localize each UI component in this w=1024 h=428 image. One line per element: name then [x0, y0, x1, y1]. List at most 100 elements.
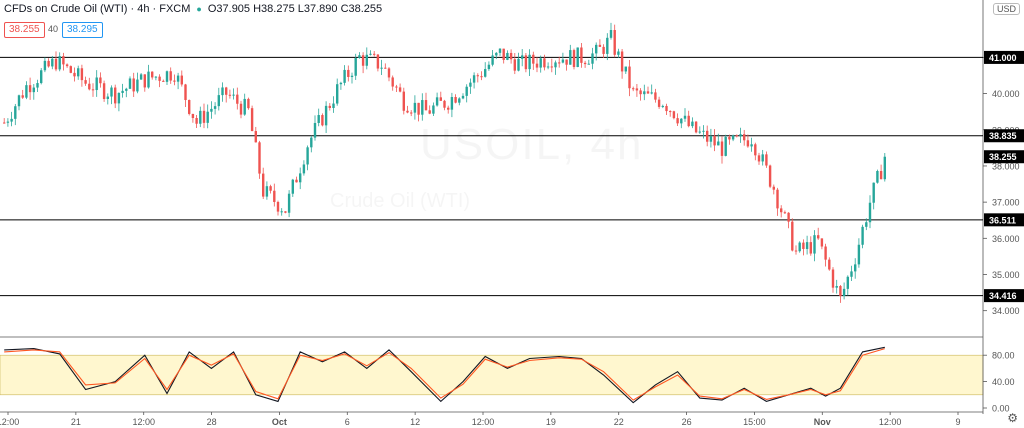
candle-body	[528, 54, 531, 70]
candle-body	[358, 55, 361, 59]
candle-body	[632, 88, 635, 90]
candle-body	[77, 68, 80, 77]
candle-body	[724, 136, 727, 156]
candle-body	[617, 51, 620, 55]
level-label-box	[984, 289, 1024, 303]
candle-body	[321, 115, 324, 126]
candle-body	[720, 141, 724, 156]
candle-body	[609, 30, 613, 38]
gear-icon[interactable]: ⚙	[1007, 411, 1018, 425]
candle-body	[761, 154, 764, 162]
candle-body	[47, 60, 50, 67]
candle-body	[676, 118, 679, 124]
candle-body	[376, 54, 380, 69]
candle-body	[506, 52, 509, 60]
candle-body	[461, 95, 465, 99]
candle-body	[809, 242, 812, 254]
candle-body	[343, 69, 346, 83]
candle-body	[395, 86, 398, 88]
candle-body	[646, 91, 650, 94]
candle-body	[273, 190, 276, 202]
candle-body	[43, 60, 47, 71]
candle-body	[339, 82, 343, 85]
time-tick-label: 19	[546, 417, 556, 427]
candle-body	[484, 69, 487, 77]
candle-body	[798, 242, 801, 252]
candle-body	[868, 202, 872, 223]
candle-body	[139, 74, 143, 80]
spread-value: 40	[48, 24, 59, 34]
candle-body	[102, 83, 106, 99]
candle-body	[69, 66, 72, 73]
candle-body	[424, 100, 428, 111]
candle-body	[21, 95, 24, 98]
candle-body	[780, 208, 783, 213]
candle-body	[598, 44, 602, 47]
candle-body	[206, 111, 209, 123]
candle-body	[743, 134, 746, 141]
candle-body	[857, 244, 861, 265]
candle-body	[310, 137, 313, 148]
candle-body	[284, 211, 287, 213]
candle-body	[872, 182, 875, 203]
candle-body	[680, 118, 683, 124]
candle-body	[502, 48, 505, 60]
candle-body	[14, 106, 17, 119]
candle-body	[839, 286, 842, 297]
stoch-k-line	[4, 346, 885, 404]
candle-body	[576, 47, 579, 68]
candle-body	[262, 173, 265, 197]
currency-badge[interactable]: USD	[992, 3, 1020, 15]
buy-price-button[interactable]: 38.295	[62, 22, 103, 38]
candle-body	[225, 87, 228, 95]
candle-body	[413, 102, 417, 113]
candle-body	[410, 112, 413, 114]
candle-body	[513, 59, 516, 71]
candle-body	[361, 55, 365, 66]
watermark-symbol: USOIL, 4h	[420, 120, 643, 170]
candle-body	[750, 144, 753, 147]
candle-body	[228, 94, 232, 96]
candle-body	[421, 100, 424, 115]
candle-body	[62, 56, 65, 65]
price-tick-label: 37.000	[992, 198, 1020, 208]
candle-body	[176, 75, 180, 82]
stoch-tick-label: 0.00	[992, 404, 1010, 414]
candle-body	[546, 66, 550, 68]
price-tick-label: 36.000	[992, 234, 1020, 244]
time-tick-label: Nov	[814, 417, 831, 427]
symbol-title[interactable]: CFDs on Crude Oil (WTI) · 4h · FXCM	[4, 3, 191, 15]
candle-body	[114, 87, 117, 104]
candle-body	[99, 77, 102, 84]
candle-body	[136, 79, 139, 92]
candle-body	[132, 78, 135, 92]
candle-body	[728, 136, 731, 140]
candle-body	[606, 37, 609, 54]
candle-body	[106, 96, 109, 99]
candle-body	[158, 76, 161, 81]
candle-body	[210, 108, 213, 112]
candle-body	[435, 97, 439, 106]
candle-body	[239, 103, 243, 115]
candle-body	[458, 98, 461, 103]
candle-body	[850, 271, 853, 277]
candle-body	[373, 53, 376, 55]
candle-body	[191, 113, 195, 118]
candle-body	[350, 75, 354, 77]
candle-body	[165, 71, 169, 82]
candle-body	[265, 186, 269, 197]
symbol-legend: CFDs on Crude Oil (WTI) · 4h · FXCM ● O37.…	[4, 3, 382, 15]
candle-body	[595, 44, 598, 54]
candle-body	[258, 142, 261, 174]
candle-body	[532, 54, 535, 64]
candle-body	[291, 179, 294, 194]
stoch-tick-label: 40.00	[992, 377, 1015, 387]
candle-body	[624, 66, 627, 72]
stoch-tick-label: 80.00	[992, 351, 1015, 361]
ohlc-values: O37.905 H38.275 L37.890 C38.255	[207, 3, 383, 15]
candle-body	[380, 67, 383, 69]
candle-body	[387, 68, 391, 78]
candle-body	[876, 170, 879, 183]
sell-price-button[interactable]: 38.255	[4, 22, 45, 38]
